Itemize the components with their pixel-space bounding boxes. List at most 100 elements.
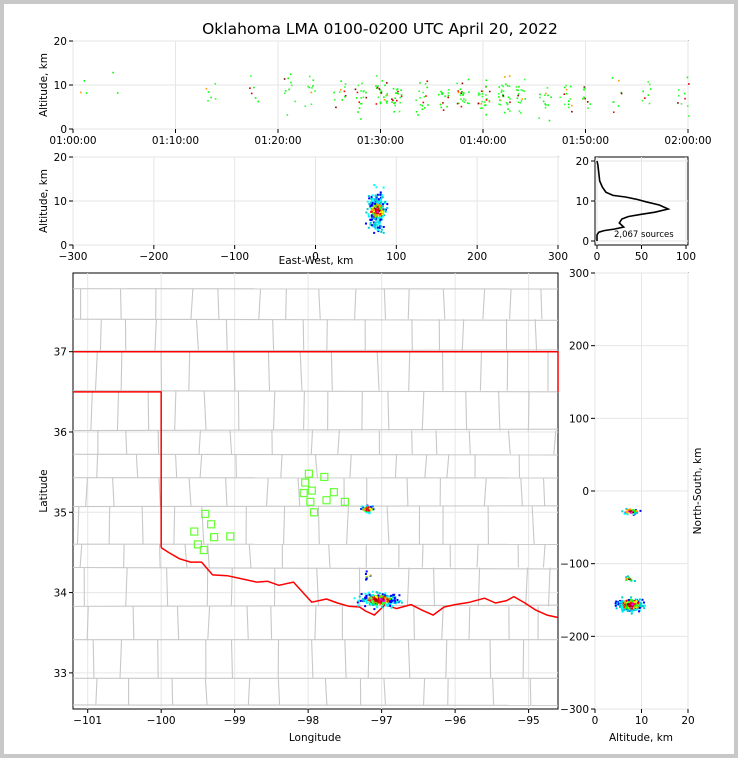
time-height-xtick-label: 01:50:00: [562, 135, 609, 147]
ew-height-source: [378, 214, 381, 217]
ns-height-source: [630, 612, 633, 615]
ew-height-source: [381, 215, 384, 218]
map-source: [365, 595, 368, 598]
county-line: [367, 639, 370, 679]
time-height-source: [686, 76, 689, 79]
map-source: [393, 599, 396, 602]
time-height-source: [284, 90, 287, 92]
ew-height-source: [377, 217, 380, 220]
ew-height-source: [373, 217, 376, 220]
map-source: [381, 594, 384, 597]
map-source: [373, 595, 376, 598]
lma-station-marker: [201, 509, 210, 518]
time-height-source: [423, 96, 426, 98]
map-source: [367, 506, 370, 509]
map-source: [392, 595, 395, 598]
ew-height-source: [376, 216, 379, 219]
time-height-source: [392, 87, 395, 90]
lma-station-marker: [304, 469, 313, 478]
ns-height-source: [614, 604, 617, 607]
lma-station-marker: [307, 486, 316, 495]
map-source: [379, 601, 382, 604]
ns-height-source: [635, 600, 638, 603]
time-height-source: [686, 105, 689, 107]
ns-height-source: [630, 509, 633, 512]
map-source: [368, 600, 371, 603]
time-height-source: [399, 96, 402, 99]
histogram-xtick-label: 0: [594, 251, 601, 263]
time-height-source: [462, 94, 464, 96]
county-line: [406, 477, 409, 507]
map-source: [367, 591, 370, 594]
time-height-source: [567, 103, 570, 106]
map-source: [392, 601, 395, 604]
ew-height-source: [374, 195, 377, 198]
ns-height-source: [625, 578, 628, 581]
county-line: [72, 505, 559, 508]
map-source: [375, 598, 378, 601]
ew-height-xlabel: East-West, km: [279, 255, 354, 267]
map-source: [366, 506, 369, 509]
time-height-source: [426, 86, 429, 89]
time-height-source: [340, 80, 342, 83]
map-source: [377, 601, 380, 604]
time-height-source: [468, 102, 471, 105]
county-line: [303, 390, 305, 431]
time-height-panel: Altitude, km 01:00:00 01:10:00 01:20:00 01:…: [38, 36, 712, 147]
ns-height-source: [622, 602, 625, 605]
ew-height-source: [383, 208, 386, 211]
map-xtick-label: −98: [297, 715, 319, 727]
map-source: [369, 508, 372, 511]
time-height-source: [683, 92, 686, 95]
map-source: [368, 602, 371, 605]
ns-height-ytick-label: 100: [569, 413, 589, 425]
county-line: [90, 390, 93, 431]
ew-height-source: [375, 186, 378, 189]
map-xtick-label: −100: [147, 715, 176, 727]
ns-height-source: [621, 605, 624, 608]
ew-height-source: [379, 212, 382, 215]
ew-height-source: [379, 219, 382, 222]
map-source: [378, 592, 381, 595]
map-source: [371, 599, 374, 602]
county-line: [188, 351, 191, 391]
ew-height-source: [382, 203, 385, 206]
ns-height-source: [626, 513, 629, 516]
time-height-source: [423, 107, 426, 109]
time-height-source: [648, 83, 651, 86]
map-source: [365, 507, 368, 510]
time-height-source: [477, 92, 480, 94]
time-height-source: [485, 99, 488, 101]
ew-height-source: [377, 200, 380, 203]
time-height-source: [80, 91, 82, 94]
ew-height-source: [376, 224, 379, 227]
ew-height-source: [366, 200, 369, 203]
county-line: [531, 506, 535, 545]
map-source: [364, 592, 367, 595]
time-height-source: [688, 83, 690, 85]
time-height-source: [565, 88, 568, 91]
figure-title: Oklahoma LMA 0100-0200 UTC April 20, 202…: [202, 20, 558, 38]
map-xtick-label: −96: [444, 715, 466, 727]
time-height-source: [422, 101, 425, 104]
map-source: [372, 508, 375, 511]
ew-height-source: [374, 226, 377, 229]
time-height-source: [515, 89, 518, 91]
ns-height-source: [631, 512, 634, 515]
map-source: [357, 599, 360, 602]
county-line: [394, 454, 398, 478]
map-source: [382, 598, 385, 601]
county-line: [330, 351, 333, 391]
map-source: [381, 593, 384, 596]
time-height-source: [545, 92, 547, 95]
time-height-source: [393, 110, 396, 113]
state-border: [73, 350, 559, 619]
county-line: [123, 544, 125, 568]
time-height-source: [339, 88, 342, 91]
time-height-source: [112, 71, 114, 74]
county-line: [135, 454, 139, 478]
histogram-line: [596, 160, 671, 241]
lma-station-marker: [207, 520, 216, 529]
map-source: [361, 598, 364, 601]
time-height-source: [539, 96, 541, 99]
